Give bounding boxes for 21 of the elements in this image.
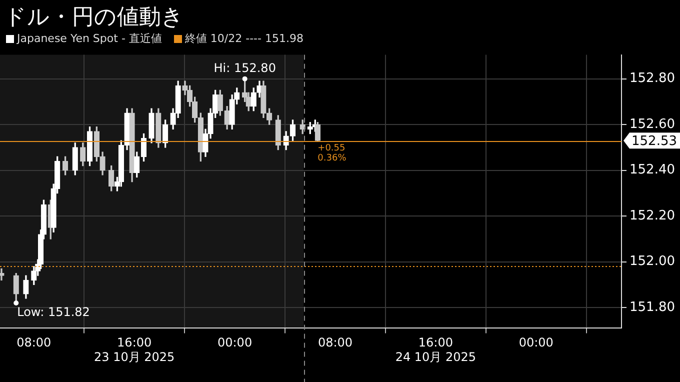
x-tick-label: 16:00 24 10月 2025 bbox=[395, 336, 476, 364]
annotation: Low: 151.82 bbox=[17, 305, 90, 320]
y-tick-label: 151.80 bbox=[630, 300, 676, 315]
chart-title: ドル・円の値動き bbox=[4, 4, 184, 32]
x-tick-label: 16:00 23 10月 2025 bbox=[94, 336, 175, 364]
y-tick-label: 152.80 bbox=[630, 71, 676, 86]
ref-line-label: 152.53 bbox=[632, 134, 678, 149]
y-tick-label: 152.40 bbox=[630, 162, 676, 178]
y-tick-label: 152.00 bbox=[630, 254, 676, 270]
annotation: +0.55 bbox=[318, 143, 346, 154]
annotation: Hi: 152.80 bbox=[214, 60, 276, 75]
y-tick-label: 152.20 bbox=[630, 208, 676, 224]
annotation: 0.36% bbox=[318, 153, 347, 164]
x-tick-label: 00:00 bbox=[217, 336, 252, 350]
candlestick bbox=[0, 268, 4, 280]
legend-label: 終値 10/22 ---- 151.98 bbox=[184, 31, 304, 46]
x-tick-label: 08:00 bbox=[318, 336, 353, 350]
x-tick-label: 08:00 bbox=[16, 336, 52, 350]
legend-label: Japanese Yen Spot - 直近値 bbox=[16, 31, 162, 46]
y-tick-label: 152.60 bbox=[630, 116, 676, 132]
x-tick-label: 00:00 bbox=[518, 336, 554, 350]
